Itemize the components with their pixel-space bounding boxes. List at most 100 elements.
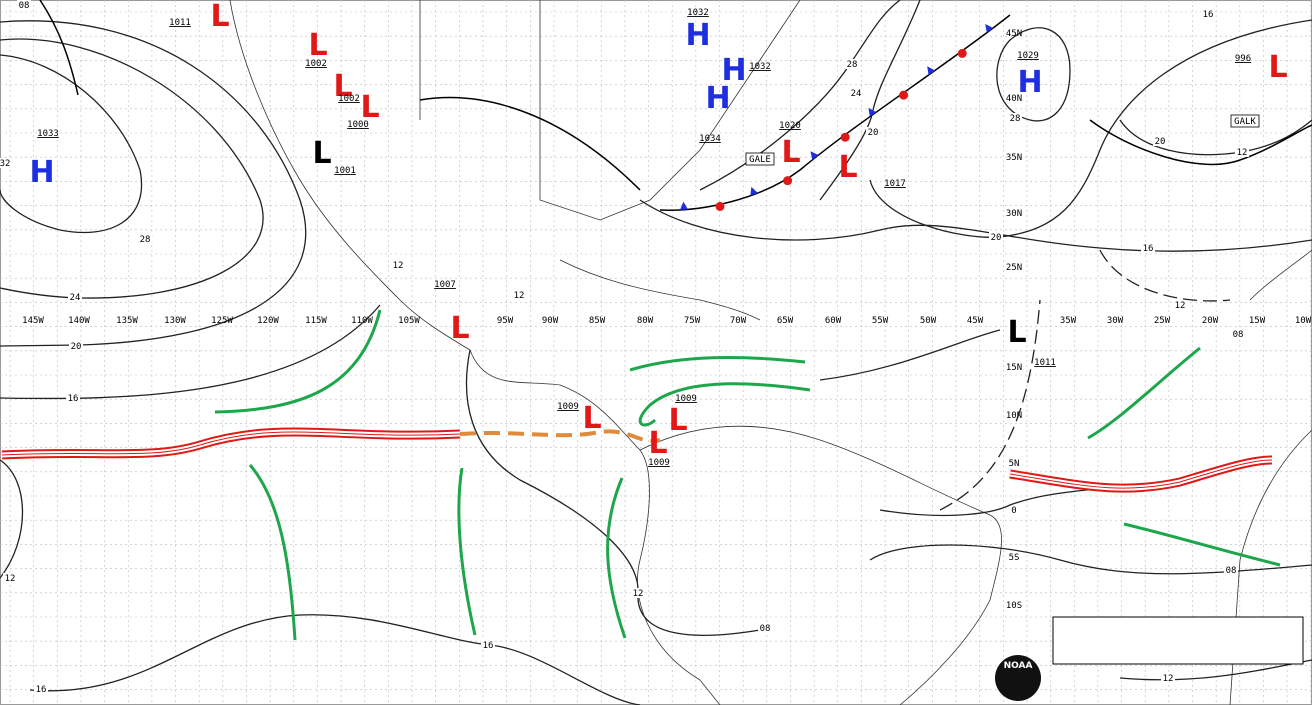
isobar-label: 16 — [1203, 10, 1214, 20]
high-center: H — [1017, 65, 1042, 100]
logo-badge — [995, 655, 1041, 701]
isobar-label-bg — [989, 232, 1003, 242]
isobar-label-bg — [1231, 329, 1245, 339]
isobar-label: 28 — [1010, 114, 1021, 124]
isobar-label-bg — [845, 59, 859, 69]
warning-label: GALK — [1234, 117, 1256, 127]
longitude-label: 15W — [1249, 316, 1266, 326]
isobar-label: 28 — [847, 60, 858, 70]
latitude-label: 0 — [1011, 506, 1016, 516]
isobar-label-bg — [68, 292, 82, 302]
isobar-label-bg — [1008, 113, 1022, 123]
isobar-label: 12 — [1237, 148, 1248, 158]
isobar-label: 08 — [1233, 330, 1244, 340]
isobar-label: 12 — [1163, 674, 1174, 684]
low-pressure: 1020 — [779, 121, 801, 131]
isobar-label: 12 — [633, 589, 644, 599]
longitude-label: 80W — [637, 316, 654, 326]
high-center: H — [721, 53, 746, 88]
latitude-label: 45N — [1006, 29, 1022, 39]
isobar-label: 08 — [1226, 566, 1237, 576]
isobar-label-bg — [631, 588, 645, 598]
isobar-label-bg — [3, 573, 17, 583]
longitude-label: 75W — [684, 316, 701, 326]
isobar-label-bg — [0, 158, 12, 168]
longitude-label: 55W — [872, 316, 889, 326]
isobar-label: 16 — [68, 394, 79, 404]
isobar-label-bg — [69, 341, 83, 351]
low-center: L — [308, 28, 327, 63]
low-center: L — [582, 401, 601, 436]
latitude-label: 5N — [1009, 459, 1020, 469]
isobar-label-bg — [1141, 243, 1155, 253]
isobar-label: 20 — [1155, 137, 1166, 147]
longitude-label: 140W — [68, 316, 90, 326]
longitude-label: 50W — [920, 316, 937, 326]
high-pressure: 1033 — [37, 129, 59, 139]
isobar-label: 12 — [5, 574, 16, 584]
high-pressure: 1032 — [687, 8, 709, 18]
isobar-label-bg — [849, 88, 863, 98]
isobar-label: 24 — [851, 89, 862, 99]
warning-label: GALE — [749, 155, 771, 165]
low-center: L — [1268, 50, 1287, 85]
longitude-label: 120W — [257, 316, 279, 326]
low-center: L — [668, 403, 687, 438]
longitude-label: 130W — [164, 316, 186, 326]
isobar-label-bg — [1201, 9, 1215, 19]
low-center: L — [360, 90, 379, 125]
cold-front-barb — [868, 107, 877, 117]
warning-box — [745, 152, 775, 166]
longitude-label: 45W — [967, 316, 984, 326]
cold-front-barb — [679, 201, 688, 210]
longitude-label: 90W — [542, 316, 559, 326]
high-center: H — [705, 81, 730, 116]
isobar-label: 32 — [0, 159, 10, 169]
longitude-label: 20W — [1202, 316, 1219, 326]
longitude-label: 25W — [1154, 316, 1171, 326]
isobar-label-bg — [138, 234, 152, 244]
isobar-label: 20 — [868, 128, 879, 138]
longitude-label: 60W — [825, 316, 842, 326]
low-pressure: 1009 — [648, 458, 670, 468]
low-center: L — [333, 69, 352, 104]
warm-front-bump — [840, 132, 850, 142]
low-pressure: 1009 — [675, 394, 697, 404]
isobar-label: 28 — [140, 235, 151, 245]
longitude-label: 135W — [116, 316, 138, 326]
low-center: L — [450, 311, 469, 346]
trough — [459, 429, 661, 443]
longitude-label: 145W — [22, 316, 44, 326]
high-center: H — [685, 18, 710, 53]
info-box — [1052, 616, 1304, 665]
isobar-label-bg — [1235, 147, 1249, 157]
cold-front-barb — [927, 66, 936, 76]
isobar-label-bg — [1224, 565, 1238, 575]
longitude-label: 65W — [777, 316, 794, 326]
high-pressure: 1029 — [1017, 51, 1039, 61]
longitude-label: 115W — [305, 316, 327, 326]
latitude-label: 35N — [1006, 153, 1022, 163]
latitude-label: 40N — [1006, 94, 1022, 104]
longitude-label: 95W — [497, 316, 514, 326]
high-pressure: 1032 — [749, 62, 771, 72]
longitude-label: 70W — [730, 316, 747, 326]
flow-arrows — [214, 309, 1281, 641]
low-center: L — [781, 135, 800, 170]
low-pressure: 1000 — [347, 120, 369, 130]
isobar-label: 08 — [19, 1, 30, 11]
low-center: L — [1007, 315, 1026, 350]
low-pressure: 1011 — [1034, 358, 1056, 368]
low-pressure: 1007 — [434, 280, 456, 290]
latitude-label: 10S — [1006, 601, 1022, 611]
longitude-label: 10W — [1295, 316, 1312, 326]
itcz — [1, 427, 1273, 493]
latitude-label: 15N — [1006, 363, 1022, 373]
isobar-label-bg — [1161, 673, 1175, 683]
latitude-label: 10N — [1006, 411, 1022, 421]
warm-front-bump — [957, 48, 967, 58]
isobar-label: 20 — [991, 233, 1002, 243]
